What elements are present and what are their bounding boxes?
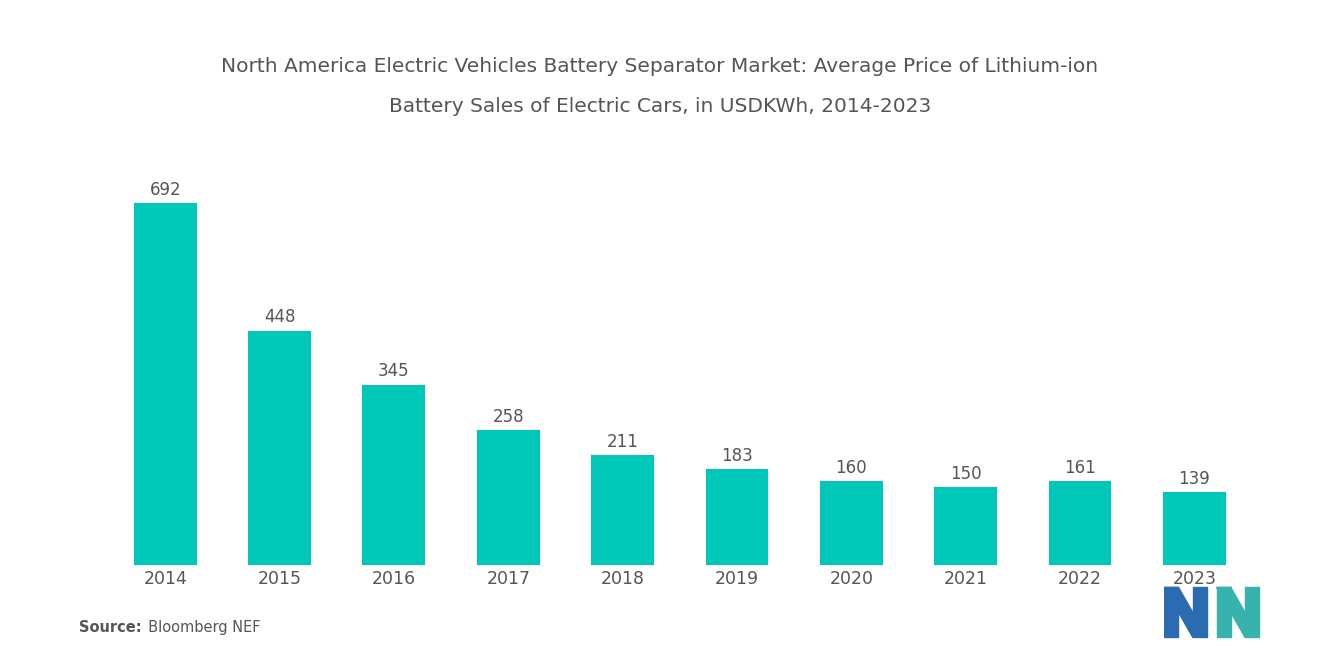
Bar xyxy=(820,481,883,565)
Bar xyxy=(248,331,312,565)
Polygon shape xyxy=(1193,587,1206,637)
Text: Bloomberg NEF: Bloomberg NEF xyxy=(139,620,260,635)
Polygon shape xyxy=(1164,587,1206,637)
Text: 160: 160 xyxy=(836,460,867,477)
Text: 345: 345 xyxy=(378,362,409,380)
Polygon shape xyxy=(1164,587,1179,637)
Text: 139: 139 xyxy=(1179,470,1210,488)
Bar xyxy=(133,203,197,565)
Text: 258: 258 xyxy=(492,408,524,426)
Polygon shape xyxy=(1245,587,1259,637)
Text: 211: 211 xyxy=(607,432,639,451)
Polygon shape xyxy=(1217,587,1230,637)
Text: Battery Sales of Electric Cars, in USDKWh, 2014-2023: Battery Sales of Electric Cars, in USDKW… xyxy=(389,97,931,116)
Text: North America Electric Vehicles Battery Separator Market: Average Price of Lithi: North America Electric Vehicles Battery … xyxy=(222,57,1098,76)
Text: 183: 183 xyxy=(721,448,752,465)
Bar xyxy=(591,455,655,565)
Bar xyxy=(705,469,768,565)
Text: 692: 692 xyxy=(149,181,181,199)
Bar xyxy=(1048,481,1111,565)
Bar xyxy=(477,430,540,565)
Text: Source:: Source: xyxy=(79,620,141,635)
Bar xyxy=(935,487,997,565)
Text: 448: 448 xyxy=(264,309,296,327)
Bar xyxy=(1163,493,1226,565)
Text: 161: 161 xyxy=(1064,459,1096,477)
Bar xyxy=(363,384,425,565)
Text: 150: 150 xyxy=(950,465,982,483)
Polygon shape xyxy=(1217,587,1259,637)
